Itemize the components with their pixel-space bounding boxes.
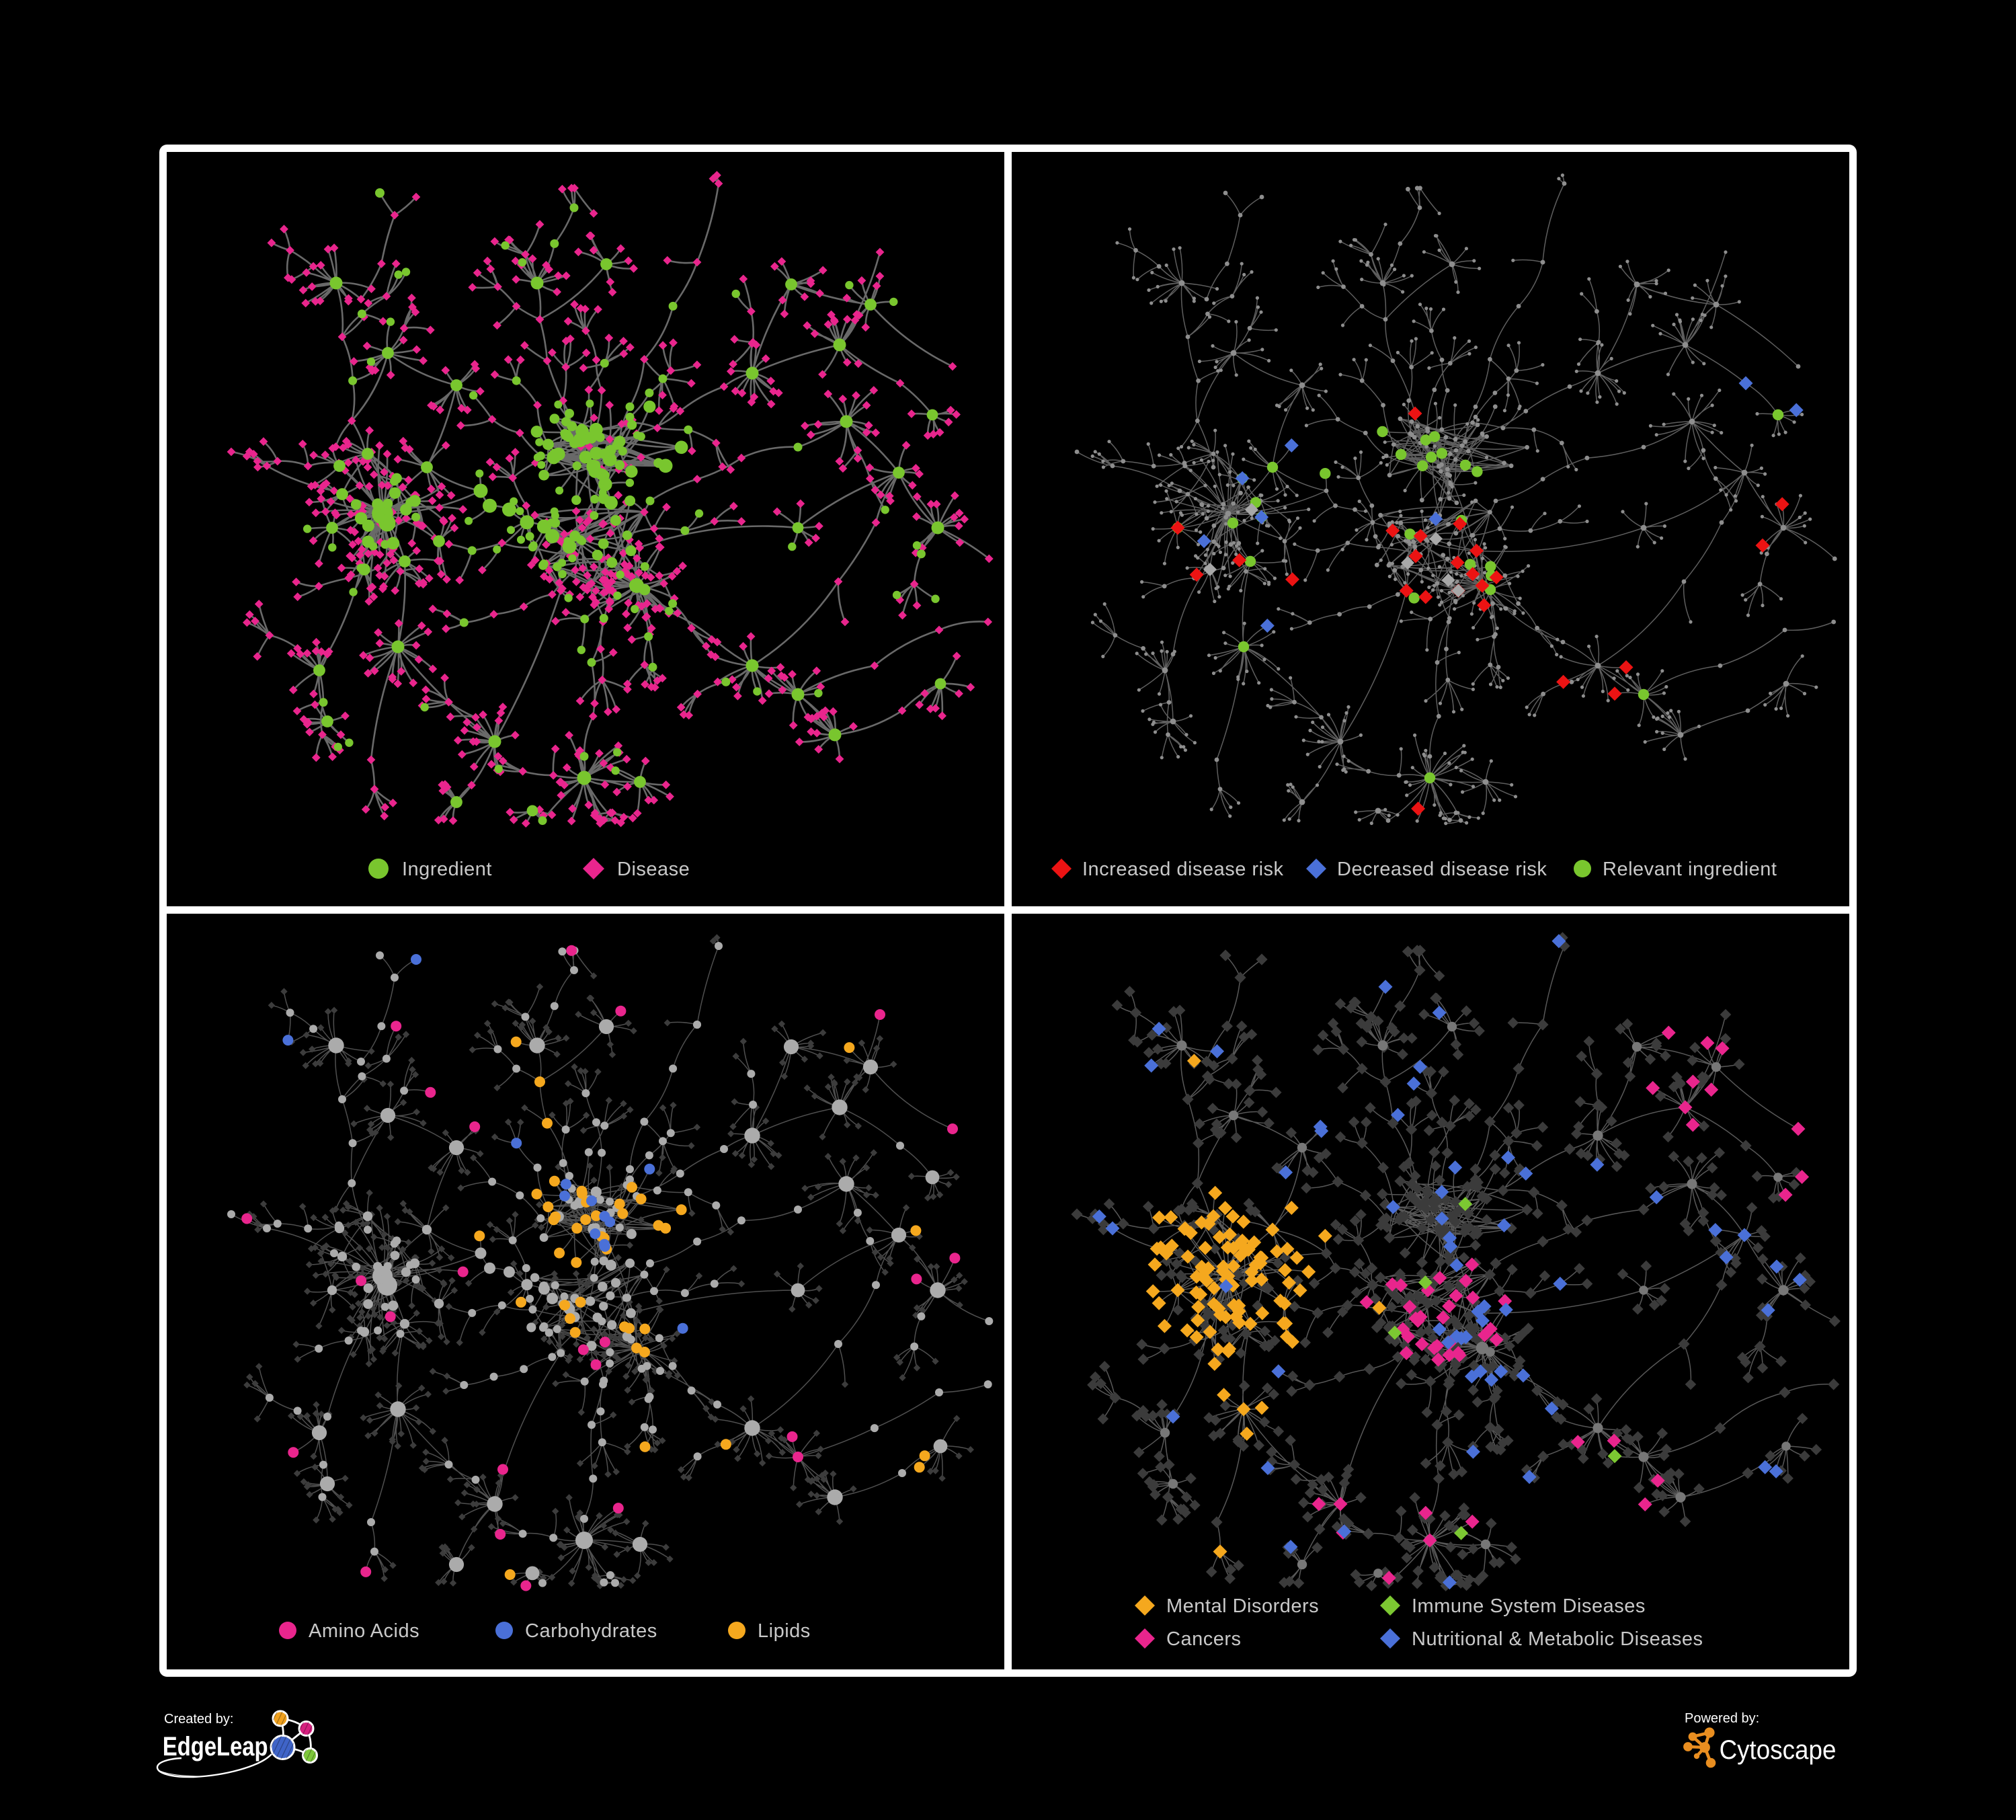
svg-text:Cancers: Cancers (1166, 1628, 1242, 1650)
svg-text:Decreased disease risk: Decreased disease risk (1337, 859, 1547, 880)
svg-text:EdgeLeap: EdgeLeap (163, 1731, 268, 1762)
svg-text:Amino Acids: Amino Acids (309, 1620, 419, 1642)
svg-text:Relevant ingredient: Relevant ingredient (1603, 859, 1777, 880)
svg-text:Ingredient: Ingredient (402, 859, 492, 880)
svg-text:Nutritional & Metabolic Diseas: Nutritional & Metabolic Diseases (1412, 1628, 1703, 1650)
svg-text:Cytoscape: Cytoscape (1720, 1735, 1837, 1766)
svg-text:Increased disease risk: Increased disease risk (1082, 859, 1284, 880)
svg-text:Immune System Diseases: Immune System Diseases (1412, 1595, 1646, 1617)
svg-text:Lipids: Lipids (758, 1620, 811, 1642)
svg-text:Disease: Disease (617, 859, 690, 880)
svg-text:Mental Disorders: Mental Disorders (1166, 1595, 1319, 1617)
svg-text:Created by:: Created by: (164, 1712, 233, 1727)
svg-text:Carbohydrates: Carbohydrates (525, 1620, 657, 1642)
svg-text:Powered by:: Powered by: (1685, 1711, 1759, 1726)
